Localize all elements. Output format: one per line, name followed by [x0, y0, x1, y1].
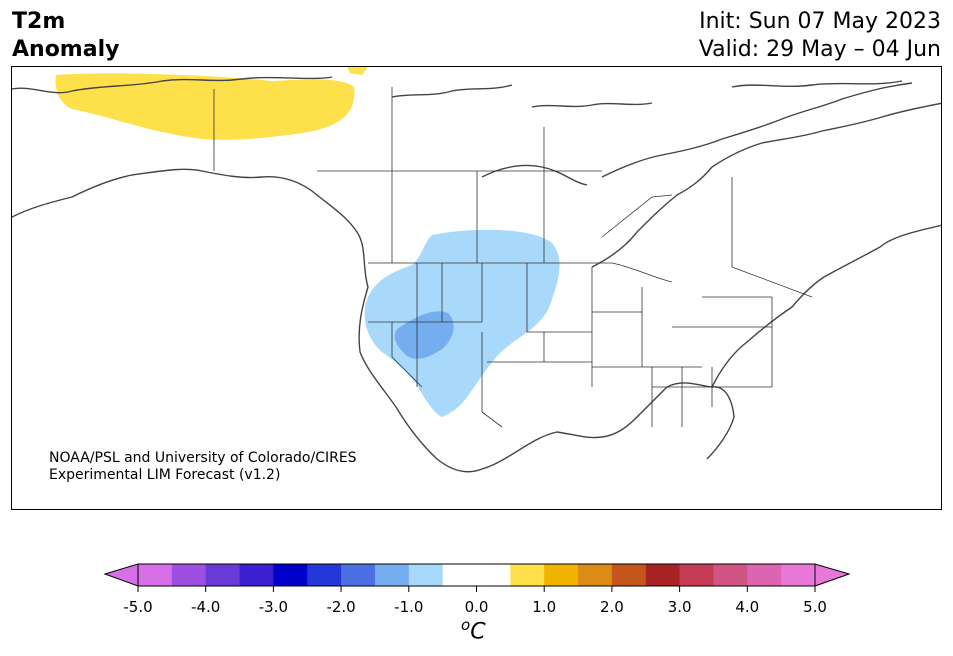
colorbar-cell [747, 564, 782, 586]
cool-anomaly-core [394, 311, 454, 359]
colorbar-cell [408, 564, 444, 586]
forecast-dates: Init: Sun 07 May 2023 Valid: 29 May – 04… [699, 8, 941, 64]
colorbar-cell [544, 564, 579, 586]
colorbar-cell [510, 564, 545, 586]
credit-text: NOAA/PSL and University of Colorado/CIRE… [49, 450, 357, 484]
colorbar-cell [645, 564, 681, 586]
colorbar-tick-label: 3.0 [667, 598, 692, 616]
colorbar-cell [205, 564, 241, 586]
unit-degree: o [461, 616, 471, 634]
colorbar-tick-label: -4.0 [191, 598, 221, 616]
map-panel [11, 66, 942, 510]
colorbar-cell [611, 564, 647, 586]
colorbar-over-arrow [814, 563, 851, 587]
map-title: T2m Anomaly [12, 8, 119, 64]
colorbar-cells [138, 564, 816, 586]
colorbar-tick-label: 0.0 [464, 598, 489, 616]
warm-anomaly-region-small [347, 67, 368, 75]
valid-date: Valid: 29 May – 04 Jun [698, 37, 941, 62]
colorbar-cell [273, 564, 308, 586]
colorbar-tick-label: -3.0 [258, 598, 289, 616]
warm-anomaly-region [55, 73, 355, 140]
coastlines [12, 76, 941, 473]
colorbar-cell [138, 564, 173, 586]
colorbar-ticks [137, 586, 816, 592]
colorbar-cell [781, 564, 816, 586]
colorbar-cell [171, 564, 207, 586]
title-line-1: T2m [12, 9, 66, 34]
colorbar-tick-label: -2.0 [326, 598, 356, 616]
colorbar-cell [374, 564, 410, 586]
political-boundaries [213, 87, 813, 428]
colorbar-cell [239, 564, 274, 586]
colorbar-cell [578, 564, 613, 586]
credit-line-1: NOAA/PSL and University of Colorado/CIRE… [49, 450, 357, 466]
colorbar-tick-label: 1.0 [532, 598, 557, 616]
credit-line-2: Experimental LIM Forecast (v1.2) [49, 467, 281, 483]
colorbar-tick-label: 2.0 [599, 598, 624, 616]
colorbar-cell [476, 564, 511, 586]
init-date: Init: Sun 07 May 2023 [699, 9, 941, 34]
cool-anomaly-region [364, 229, 560, 417]
unit-letter: C [470, 619, 486, 645]
title-line-2: Anomaly [12, 37, 120, 62]
colorbar-tick-label: -1.0 [394, 598, 424, 616]
colorbar-under-arrow [103, 563, 139, 587]
colorbar-cell [307, 564, 342, 586]
colorbar-cell [713, 564, 748, 586]
colorbar-cell [341, 564, 376, 586]
colorbar-cell [442, 564, 477, 586]
colorbar-tick-label: -5.0 [123, 598, 153, 616]
colorbar-unit: oC [461, 616, 486, 644]
colorbar-cell [679, 564, 714, 586]
map-svg [12, 67, 941, 473]
colorbar-tick-label: 5.0 [803, 598, 827, 616]
colorbar [103, 563, 851, 592]
colorbar-tick-label: 4.0 [735, 598, 760, 616]
